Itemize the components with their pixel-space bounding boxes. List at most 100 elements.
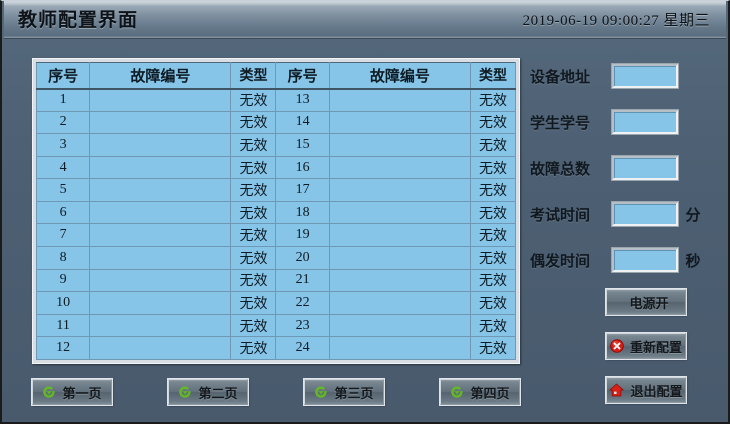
cell-index-right: 24 [275,336,330,360]
field-input[interactable] [611,247,679,273]
cell-code-left[interactable] [89,178,232,202]
column-header-code-right: 故障编号 [328,62,471,90]
reset-circle-x-icon [610,339,624,353]
page-title: 教师配置界面 [18,9,139,31]
page-button-label: 第四页 [470,385,510,401]
cell-type-left: 无效 [230,268,277,293]
pagination-button-group: 第一页 第二页 第三页 第四页 [31,378,552,406]
cell-index-left: 6 [35,200,91,225]
cell-type-right: 无效 [469,88,517,112]
cell-code-right[interactable] [328,133,471,157]
cell-index-left: 8 [35,246,91,270]
table-row[interactable]: 1 无效 13 无效 [35,88,517,112]
cell-code-left[interactable] [89,223,232,248]
form-field-row: 考试时间 分 [530,199,720,229]
table-row[interactable]: 3 无效 15 无效 [35,133,517,157]
datetime-display: 2019-06-19 09:00:27 星期三 [522,13,710,29]
cell-index-left: 12 [35,336,91,360]
cell-code-left[interactable] [89,336,232,360]
field-input[interactable] [611,201,679,227]
field-label: 故障总数 [530,160,591,178]
cell-index-right: 14 [275,110,330,135]
field-input[interactable] [611,155,679,181]
cell-code-left[interactable] [89,246,232,270]
field-unit-label: 秒 [685,252,701,270]
action-button-3[interactable]: 退出配置 [605,376,687,404]
cell-code-left[interactable] [89,133,232,157]
table-row[interactable]: 12 无效 24 无效 [35,336,517,360]
cell-code-left[interactable] [89,313,232,338]
cell-type-right: 无效 [469,155,517,180]
table-row[interactable]: 10 无效 22 无效 [35,291,517,315]
home-exit-icon [609,383,625,397]
cell-code-right[interactable] [328,246,471,270]
cell-type-right: 无效 [469,133,517,157]
field-label: 考试时间 [530,206,591,224]
cell-code-right[interactable] [328,200,471,225]
field-unit-label: 分 [685,206,701,224]
cell-index-right: 18 [275,200,330,225]
cell-type-right: 无效 [469,246,517,270]
cell-type-right: 无效 [469,336,517,360]
cell-code-left[interactable] [89,88,232,112]
cell-type-right: 无效 [469,291,517,315]
cell-code-left[interactable] [89,200,232,225]
cell-code-right[interactable] [328,178,471,202]
cell-index-right: 19 [275,223,330,248]
table-row[interactable]: 6 无效 18 无效 [35,200,517,225]
page-button-4[interactable]: 第四页 [439,378,521,406]
table-header-row: 序号 故障编号 类型 序号 故障编号 类型 [35,62,517,90]
cell-type-right: 无效 [469,200,517,225]
action-button-1[interactable]: 电源开 [605,288,687,316]
refresh-arrow-icon [42,385,56,399]
configuration-form: 设备地址 学生学号 故障总数 考试时间 分偶发时间 秒 [530,61,720,291]
cell-type-left: 无效 [230,246,277,270]
cell-index-left: 3 [35,133,91,157]
table-row[interactable]: 7 无效 19 无效 [35,223,517,248]
page-button-3[interactable]: 第三页 [303,378,385,406]
table-row[interactable]: 9 无效 21 无效 [35,268,517,293]
cell-type-left: 无效 [230,155,277,180]
cell-code-right[interactable] [328,291,471,315]
cell-index-left: 7 [35,223,91,248]
action-button-label: 电源开 [629,295,669,311]
field-input[interactable] [611,63,679,89]
table-row[interactable]: 8 无效 20 无效 [35,246,517,270]
cell-type-right: 无效 [469,178,517,202]
table-row[interactable]: 2 无效 14 无效 [35,110,517,135]
table-row[interactable]: 4 无效 16 无效 [35,155,517,180]
cell-index-left: 11 [35,313,91,338]
cell-code-right[interactable] [328,110,471,135]
cell-index-left: 1 [35,88,91,112]
cell-code-right[interactable] [328,313,471,338]
cell-type-right: 无效 [469,313,517,338]
cell-type-left: 无效 [230,336,277,360]
column-header-type-right: 类型 [469,62,517,90]
cell-code-left[interactable] [89,291,232,315]
action-button-label: 退出配置 [630,383,683,399]
cell-index-right: 22 [275,291,330,315]
cell-index-right: 16 [275,155,330,180]
page-button-1[interactable]: 第一页 [31,378,113,406]
table-row[interactable]: 5 无效 17 无效 [35,178,517,202]
cell-code-left[interactable] [89,268,232,293]
cell-type-right: 无效 [469,110,517,135]
cell-code-right[interactable] [328,223,471,248]
cell-code-right[interactable] [328,268,471,293]
action-button-2[interactable]: 重新配置 [605,332,687,360]
refresh-arrow-icon [178,385,192,399]
refresh-arrow-icon [450,385,464,399]
cell-code-right[interactable] [328,155,471,180]
cell-code-left[interactable] [89,110,232,135]
field-input[interactable] [611,109,679,135]
field-label: 偶发时间 [530,252,591,270]
cell-code-right[interactable] [328,336,471,360]
cell-code-right[interactable] [328,88,471,112]
table-row[interactable]: 11 无效 23 无效 [35,313,517,338]
cell-code-left[interactable] [89,155,232,180]
page-button-2[interactable]: 第二页 [167,378,249,406]
fault-table: 序号 故障编号 类型 序号 故障编号 类型 1 无效 13 无效 2 无效 14 无效 3 无效 1… [35,62,517,360]
cell-index-right: 15 [275,133,330,157]
cell-index-right: 23 [275,313,330,338]
cell-index-right: 13 [275,88,330,112]
